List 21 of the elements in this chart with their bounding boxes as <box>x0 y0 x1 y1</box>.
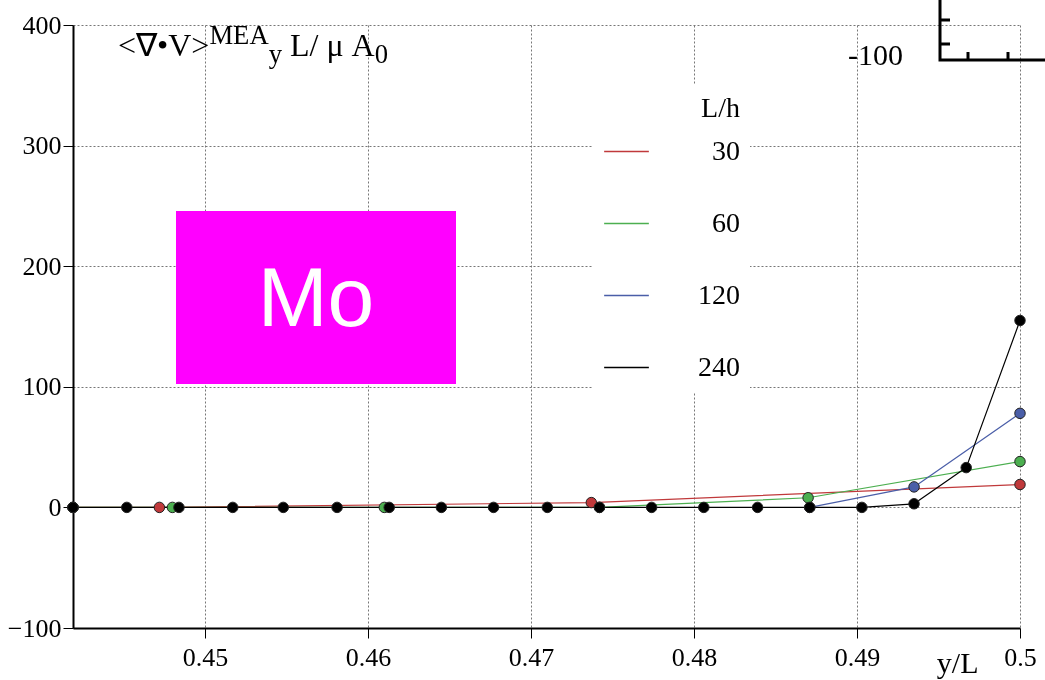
x-tick-label: 0.5 <box>1004 642 1037 672</box>
x-axis-title: y/L <box>936 645 979 679</box>
x-tick-label: 0.48 <box>671 642 718 672</box>
x-tick-label: 0.45 <box>182 642 229 672</box>
y-tick-label: 100 <box>22 372 62 402</box>
legend-label: 120 <box>698 278 740 310</box>
x-tick-label: 0.46 <box>345 642 392 672</box>
annotation: -100 <box>848 38 903 72</box>
x-tick-label: 0.49 <box>834 642 881 672</box>
annotation: Mo <box>176 211 456 384</box>
y-tick-label: 400 <box>22 10 62 40</box>
y-tick-label: −100 <box>7 613 62 643</box>
x-tick-label: 0.47 <box>508 642 555 672</box>
legend-label: 60 <box>712 206 740 238</box>
legend-label: 240 <box>698 350 740 382</box>
y-tick-label: 0 <box>48 492 62 522</box>
y-tick-label: 200 <box>22 251 62 281</box>
y-tick-label: 300 <box>22 131 62 161</box>
chart-title: <∇•V>$^{MEA}$$_{y}$ L/ μ A$_{0}$ <box>118 20 389 71</box>
legend-title: L/h <box>701 92 740 123</box>
legend-label: 30 <box>712 134 740 166</box>
